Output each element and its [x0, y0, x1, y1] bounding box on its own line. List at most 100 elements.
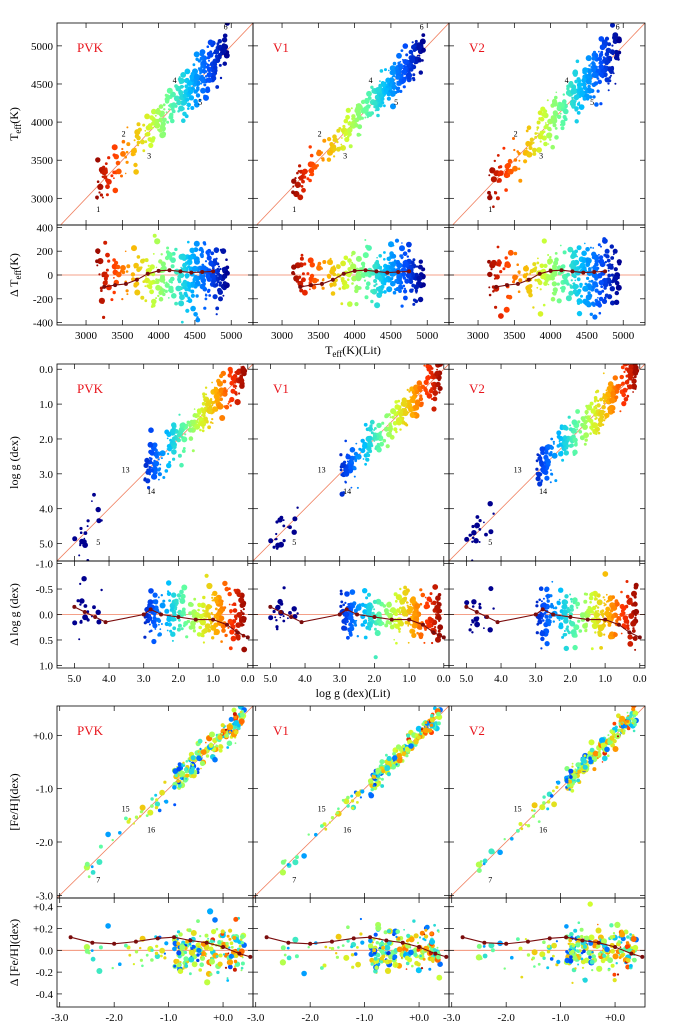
data-point	[353, 475, 356, 478]
residual-point	[147, 284, 153, 290]
residual-point	[411, 283, 416, 288]
residual-point	[98, 297, 105, 304]
data-point	[367, 426, 373, 432]
data-point	[339, 453, 343, 457]
data-point	[563, 445, 566, 448]
residual-point	[543, 263, 548, 268]
data-point	[602, 372, 605, 375]
residual-point	[558, 598, 561, 601]
residual-point	[373, 279, 378, 283]
residual-point	[187, 261, 190, 265]
trend-point	[145, 271, 150, 276]
data-point	[105, 831, 111, 838]
data-point	[591, 67, 597, 73]
data-point	[417, 58, 422, 63]
data-point	[475, 515, 480, 519]
data-point	[154, 801, 161, 807]
data-point	[504, 188, 508, 192]
residual-point	[297, 280, 304, 287]
data-point	[177, 453, 182, 458]
data-point	[490, 176, 497, 183]
residual-point	[540, 600, 543, 603]
data-point	[201, 429, 205, 433]
residual-point	[208, 260, 214, 266]
data-point	[333, 155, 336, 158]
data-point	[157, 808, 162, 813]
trend-point	[505, 283, 510, 288]
residual-point	[558, 619, 561, 622]
plot-area	[57, 573, 253, 653]
residual-point	[151, 620, 155, 624]
data-point	[176, 766, 182, 772]
data-point	[160, 124, 163, 127]
residual-point	[592, 590, 598, 597]
data-point	[572, 453, 576, 456]
residual-point	[145, 953, 149, 957]
residual-point	[205, 955, 207, 957]
data-point	[623, 397, 629, 402]
data-point	[589, 401, 594, 406]
residual-point	[601, 615, 605, 618]
residual-point	[517, 270, 521, 274]
data-point	[147, 809, 154, 816]
data-point	[197, 410, 202, 415]
data-point	[106, 178, 112, 185]
residual-point	[222, 294, 225, 297]
residual-point	[346, 620, 349, 624]
data-point	[87, 875, 91, 879]
data-point	[420, 401, 424, 405]
data-point	[220, 723, 225, 728]
data-point	[532, 147, 537, 153]
data-point	[395, 69, 400, 74]
star-id-label: 14	[343, 487, 351, 496]
residual-point	[566, 272, 570, 277]
residual-point	[572, 283, 579, 290]
data-point	[343, 798, 350, 805]
data-point	[380, 430, 383, 433]
residual-point	[211, 613, 214, 616]
data-point	[423, 379, 429, 385]
data-point	[303, 175, 307, 179]
residual-point	[226, 934, 230, 938]
residual-point	[193, 312, 198, 317]
data-point	[596, 89, 600, 93]
residual-point	[584, 287, 589, 292]
data-point	[213, 65, 218, 70]
residual-point	[569, 284, 572, 287]
data-point	[190, 106, 195, 110]
data-point	[148, 142, 154, 148]
residual-point	[370, 299, 374, 304]
residual-point	[132, 963, 135, 966]
data-point	[539, 116, 545, 122]
data-point	[607, 42, 612, 47]
data-point	[83, 531, 88, 535]
residual-point	[162, 599, 166, 603]
residual-point	[360, 602, 365, 607]
data-point	[234, 742, 237, 745]
residual-point	[572, 644, 578, 651]
residual-point	[327, 259, 333, 266]
residual-point	[231, 603, 234, 606]
residual-point	[544, 641, 550, 647]
trend-point	[309, 283, 314, 288]
data-point	[386, 96, 391, 101]
residual-point	[203, 265, 206, 268]
residual-point	[206, 582, 213, 590]
residual-point	[368, 627, 372, 631]
residual-point	[291, 606, 297, 612]
data-point	[624, 380, 630, 385]
panel-logg-residual-PVK: -1.0-0.50.00.51.05.0 4.0 3.0 2.0 1.0 0.0	[36, 559, 256, 685]
resid-xtick-label: 4000	[344, 330, 367, 342]
residual-point	[353, 619, 356, 622]
resid-xtick-label: 0.0	[241, 673, 255, 685]
residual-point	[346, 635, 350, 640]
residual-point	[235, 618, 238, 621]
data-point	[311, 165, 317, 170]
residual-point	[408, 605, 411, 609]
data-point	[607, 82, 610, 85]
data-point	[340, 462, 346, 468]
data-point	[436, 368, 438, 371]
trend-point	[237, 951, 242, 956]
